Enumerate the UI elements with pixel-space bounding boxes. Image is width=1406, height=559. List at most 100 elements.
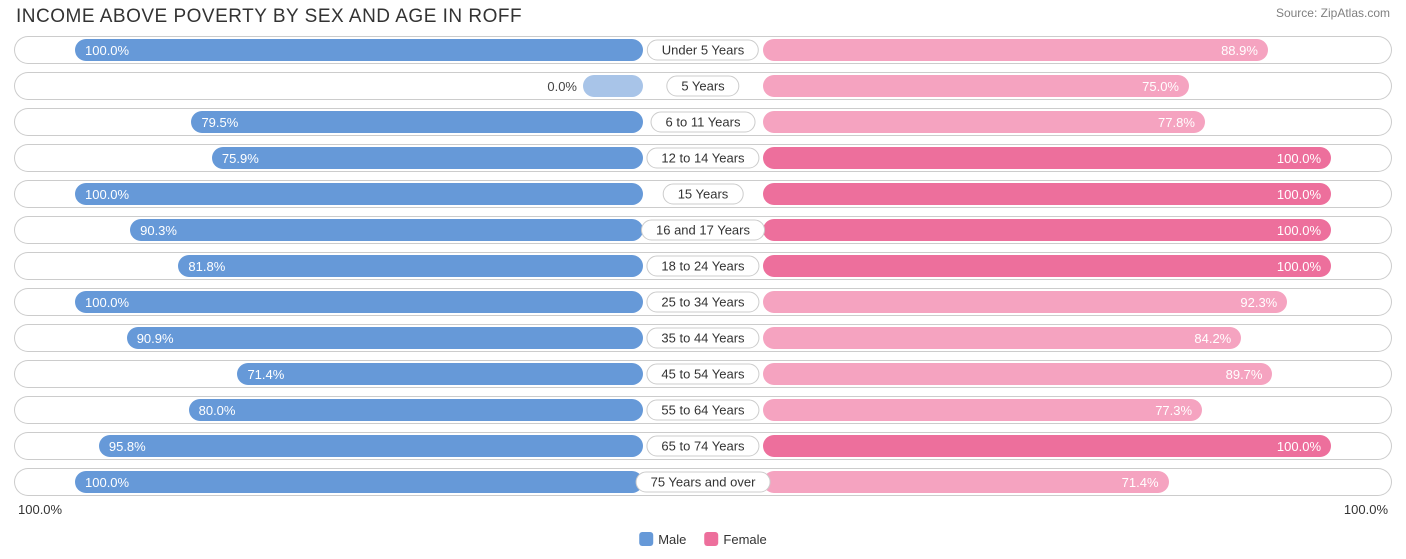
table-row: 100.0% 92.3% 25 to 34 Years bbox=[14, 288, 1392, 316]
table-row: 80.0% 77.3% 55 to 64 Years bbox=[14, 396, 1392, 424]
male-value-label: 100.0% bbox=[85, 43, 129, 58]
male-bar: 75.9% bbox=[212, 147, 643, 169]
male-half: 79.5% bbox=[14, 108, 703, 136]
male-value-label: 100.0% bbox=[85, 187, 129, 202]
category-label: 6 to 11 Years bbox=[651, 112, 756, 133]
male-bar: 71.4% bbox=[237, 363, 643, 385]
female-half: 100.0% bbox=[703, 216, 1392, 244]
male-value-label: 71.4% bbox=[247, 367, 284, 382]
male-value-label: 0.0% bbox=[547, 79, 583, 94]
legend-swatch-female bbox=[704, 532, 718, 546]
female-value-label: 100.0% bbox=[1277, 259, 1321, 274]
axis-right-label: 100.0% bbox=[703, 502, 1392, 517]
table-row: 100.0%88.9%Under 5 Years bbox=[14, 36, 1392, 64]
female-value-label: 89.7% bbox=[1226, 367, 1263, 382]
male-value-label: 100.0% bbox=[85, 475, 129, 490]
male-bar: 79.5% bbox=[191, 111, 643, 133]
male-value-label: 90.3% bbox=[140, 223, 177, 238]
male-value-label: 80.0% bbox=[199, 403, 236, 418]
category-label: 12 to 14 Years bbox=[646, 148, 759, 169]
female-value-label: 100.0% bbox=[1277, 439, 1321, 454]
male-value-label: 79.5% bbox=[201, 115, 238, 130]
category-label: 55 to 64 Years bbox=[646, 400, 759, 421]
male-bar: 100.0% bbox=[75, 291, 643, 313]
chart-source: Source: ZipAtlas.com bbox=[1276, 6, 1390, 20]
axis-left-label: 100.0% bbox=[14, 502, 703, 517]
female-half: 100.0% bbox=[703, 252, 1392, 280]
male-bar: 90.3% bbox=[130, 219, 643, 241]
male-half: 100.0% bbox=[14, 180, 703, 208]
female-half: 100.0% bbox=[703, 432, 1392, 460]
female-half: 77.3% bbox=[703, 396, 1392, 424]
male-bar: 80.0% bbox=[189, 399, 643, 421]
chart-body: 100.0%88.9%Under 5 Years0.0%75.0%5 Years… bbox=[0, 36, 1406, 496]
male-half: 100.0% bbox=[14, 36, 703, 64]
female-bar: 77.8% bbox=[763, 111, 1205, 133]
female-value-label: 92.3% bbox=[1240, 295, 1277, 310]
female-value-label: 100.0% bbox=[1277, 187, 1321, 202]
female-half: 77.8% bbox=[703, 108, 1392, 136]
table-row: 100.0% 100.0% 15 Years bbox=[14, 180, 1392, 208]
male-value-label: 75.9% bbox=[222, 151, 259, 166]
female-bar: 100.0% bbox=[763, 219, 1331, 241]
male-bar: 100.0% bbox=[75, 39, 643, 61]
chart-header: INCOME ABOVE POVERTY BY SEX AND AGE IN R… bbox=[0, 0, 1406, 36]
table-row: 0.0% 75.0% 5 Years bbox=[14, 72, 1392, 100]
male-half: 100.0% bbox=[14, 288, 703, 316]
female-value-label: 88.9% bbox=[1221, 43, 1258, 58]
male-value-label: 81.8% bbox=[188, 259, 225, 274]
category-label: 16 and 17 Years bbox=[641, 220, 765, 241]
female-half: 89.7% bbox=[703, 360, 1392, 388]
female-bar: 100.0% bbox=[763, 147, 1331, 169]
male-half: 90.3% bbox=[14, 216, 703, 244]
legend-item-male: Male bbox=[639, 532, 686, 547]
male-bar: 100.0% bbox=[75, 471, 643, 493]
male-half: 75.9% bbox=[14, 144, 703, 172]
female-value-label: 75.0% bbox=[1142, 79, 1179, 94]
male-bar: 95.8% bbox=[99, 435, 643, 457]
table-row: 79.5% 77.8% 6 to 11 Years bbox=[14, 108, 1392, 136]
female-half: 92.3% bbox=[703, 288, 1392, 316]
female-half: 71.4% bbox=[703, 468, 1392, 496]
female-bar: 88.9% bbox=[763, 39, 1268, 61]
table-row: 90.3% 100.0%16 and 17 Years bbox=[14, 216, 1392, 244]
male-bar: 100.0% bbox=[75, 183, 643, 205]
legend-label-female: Female bbox=[723, 532, 766, 547]
male-half: 95.8% bbox=[14, 432, 703, 460]
female-bar: 100.0% bbox=[763, 435, 1331, 457]
female-half: 100.0% bbox=[703, 144, 1392, 172]
female-bar: 100.0% bbox=[763, 255, 1331, 277]
male-value-label: 90.9% bbox=[137, 331, 174, 346]
male-half: 71.4% bbox=[14, 360, 703, 388]
male-half: 81.8% bbox=[14, 252, 703, 280]
male-bar: 90.9% bbox=[127, 327, 643, 349]
category-label: 75 Years and over bbox=[636, 472, 771, 493]
female-half: 75.0% bbox=[703, 72, 1392, 100]
table-row: 75.9% 100.0%12 to 14 Years bbox=[14, 144, 1392, 172]
table-row: 71.4% 89.7% 45 to 54 Years bbox=[14, 360, 1392, 388]
category-label: 65 to 74 Years bbox=[646, 436, 759, 457]
female-bar: 75.0% bbox=[763, 75, 1189, 97]
female-half: 100.0% bbox=[703, 180, 1392, 208]
male-half: 100.0% bbox=[14, 468, 703, 496]
legend: Male Female bbox=[639, 532, 767, 547]
female-half: 84.2% bbox=[703, 324, 1392, 352]
male-value-label: 100.0% bbox=[85, 295, 129, 310]
male-half: 90.9% bbox=[14, 324, 703, 352]
female-bar: 92.3% bbox=[763, 291, 1287, 313]
male-value-label: 95.8% bbox=[109, 439, 146, 454]
category-label: 35 to 44 Years bbox=[646, 328, 759, 349]
female-value-label: 71.4% bbox=[1122, 475, 1159, 490]
category-label: 5 Years bbox=[666, 76, 739, 97]
chart-title: INCOME ABOVE POVERTY BY SEX AND AGE IN R… bbox=[16, 6, 522, 28]
category-label: 15 Years bbox=[663, 184, 744, 205]
female-value-label: 77.3% bbox=[1155, 403, 1192, 418]
legend-swatch-male bbox=[639, 532, 653, 546]
female-half: 88.9% bbox=[703, 36, 1392, 64]
axis-row: 100.0% 100.0% bbox=[0, 502, 1406, 517]
category-label: 45 to 54 Years bbox=[646, 364, 759, 385]
legend-label-male: Male bbox=[658, 532, 686, 547]
female-bar: 84.2% bbox=[763, 327, 1241, 349]
male-half: 0.0% bbox=[14, 72, 703, 100]
category-label: 25 to 34 Years bbox=[646, 292, 759, 313]
